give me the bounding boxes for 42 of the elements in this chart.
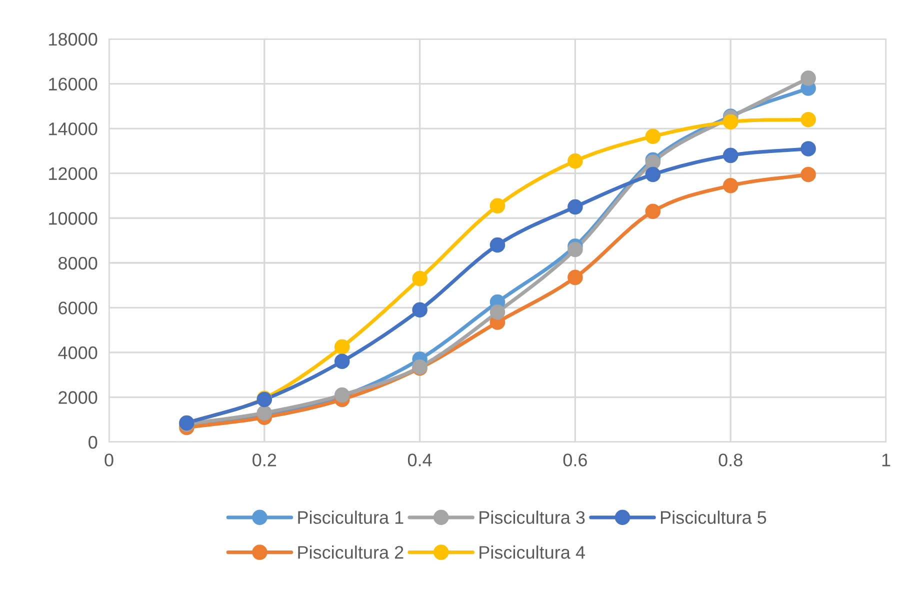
point [334, 354, 350, 370]
point [568, 242, 583, 258]
x-tick-label: 1 [882, 454, 890, 466]
point [412, 270, 428, 286]
point [722, 178, 738, 194]
legend-label: Piscicultura 2 [298, 546, 404, 559]
x-tick-label: 0.2 [252, 454, 276, 466]
point [645, 204, 661, 220]
y-tick-label: 4000 [58, 346, 98, 360]
point [645, 166, 661, 182]
y-tick-label: 16000 [49, 78, 98, 90]
point [568, 270, 583, 286]
point [800, 70, 816, 86]
point [490, 304, 506, 320]
x-tick-label: 0.8 [718, 454, 742, 466]
y-tick-label: 18000 [49, 32, 98, 46]
legend-label: Piscicultura 1 [298, 510, 404, 524]
x-tick-label: 0.4 [408, 454, 432, 466]
point [722, 114, 738, 130]
point [568, 153, 583, 169]
x-tick-label: 0.6 [563, 454, 587, 466]
point [800, 141, 816, 156]
y-tick-label: 14000 [49, 122, 98, 136]
point [800, 112, 816, 128]
point [800, 166, 816, 182]
point [334, 339, 350, 354]
point [645, 128, 661, 144]
point [722, 148, 738, 164]
point [490, 198, 506, 214]
legend-label: Piscicultura 4 [480, 546, 585, 559]
y-tick-label: 12000 [49, 167, 98, 180]
y-tick-label: 6000 [58, 302, 98, 314]
x-tick-label: 0 [104, 454, 114, 466]
legend-label: Piscicultura 5 [661, 510, 766, 524]
y-tick-label: 2000 [58, 391, 98, 404]
y-tick-label: 10000 [49, 212, 98, 225]
legend-label: Piscicultura 3 [480, 510, 585, 524]
point [490, 237, 506, 253]
y-tick-label: 0 [88, 436, 98, 449]
point [412, 302, 428, 318]
y-tick-label: 8000 [58, 256, 98, 270]
point [568, 199, 583, 215]
